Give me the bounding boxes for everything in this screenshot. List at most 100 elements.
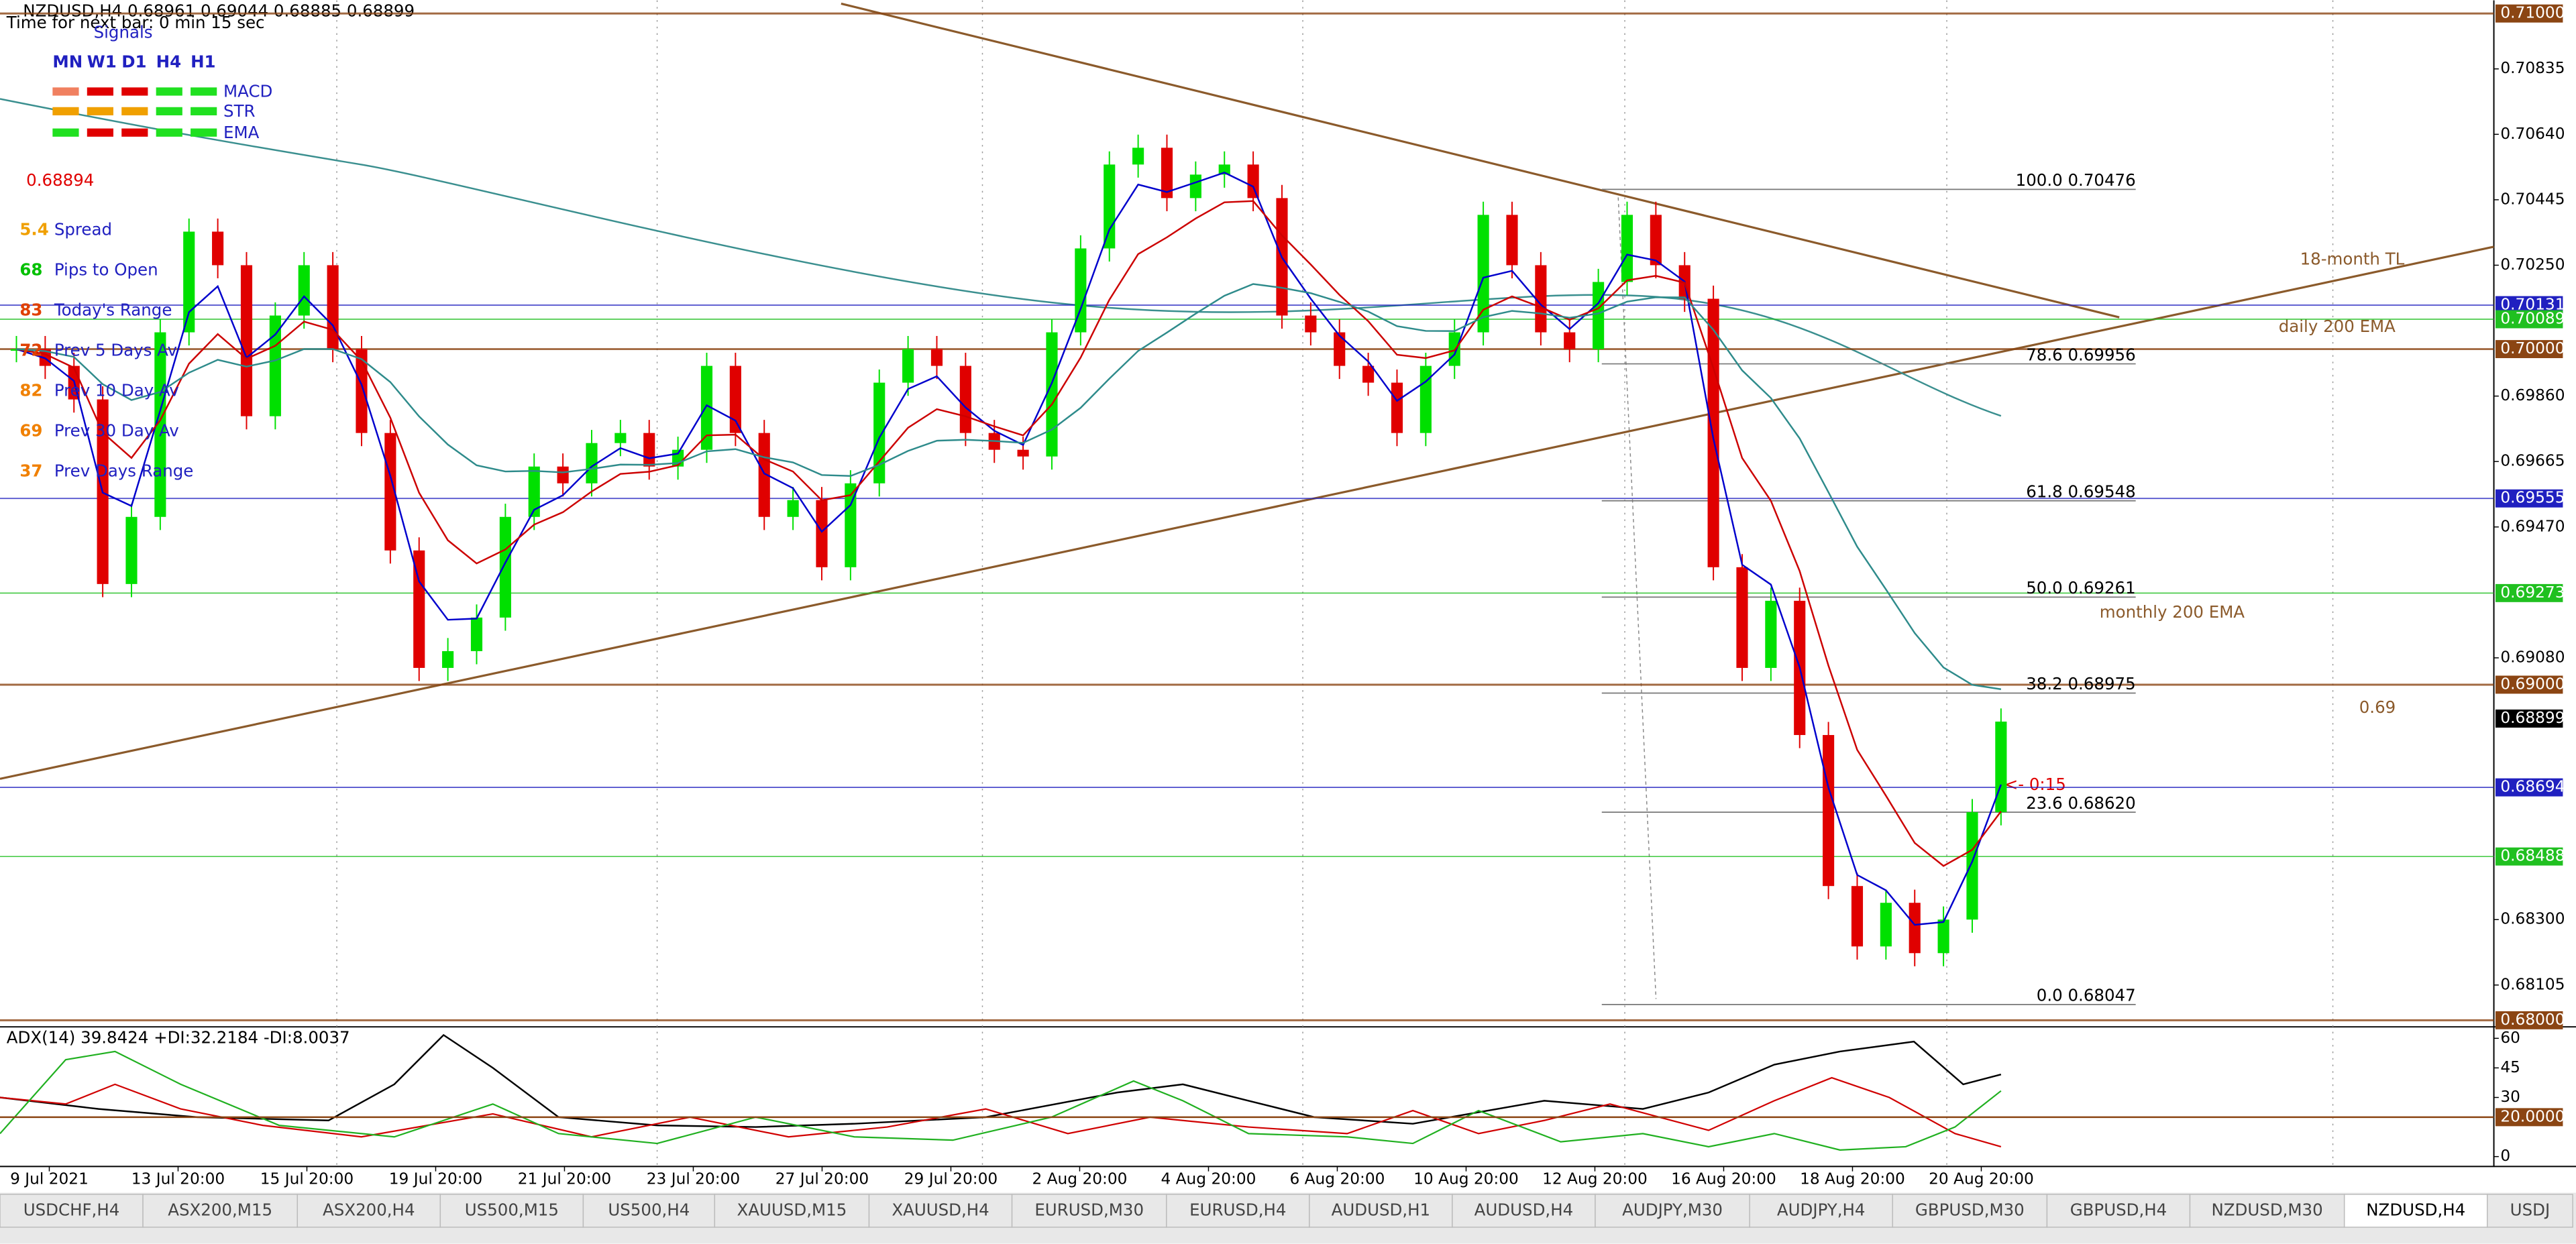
tab[interactable] (2343, 1194, 2488, 1228)
tab[interactable] (439, 1194, 584, 1228)
adx-label: 45 (2500, 1058, 2520, 1076)
candle (413, 550, 425, 668)
adx-label: 30 (2500, 1088, 2520, 1106)
tab[interactable] (142, 1194, 298, 1228)
candle (1995, 722, 2007, 813)
candle (1736, 567, 1748, 668)
candle (902, 349, 914, 383)
price-box (2496, 847, 2563, 866)
tab-label[interactable]: ASX200,H4 (323, 1200, 415, 1219)
candle (499, 516, 511, 618)
time-label: 27 Jul 20:00 (775, 1170, 869, 1188)
tab-label[interactable]: NZDUSD,H4 (2366, 1200, 2465, 1219)
candle (1621, 215, 1633, 282)
candle (959, 365, 971, 433)
tab-label[interactable]: NZDUSD,M30 (2211, 1200, 2322, 1219)
fib-anchor (1617, 197, 1657, 999)
tab-label[interactable]: EURUSD,M30 (1034, 1200, 1144, 1219)
price-label: 0.70445 (2500, 190, 2565, 208)
price-label: 0.70250 (2500, 256, 2565, 274)
tab-label[interactable]: EURUSD,H4 (1189, 1200, 1286, 1219)
stat-label: Spread (54, 219, 112, 239)
tab-label[interactable]: AUDUSD,H1 (1332, 1200, 1431, 1219)
tab[interactable] (1166, 1194, 1310, 1228)
signal (156, 128, 182, 137)
stat-label: Prev 10 Day Av (54, 380, 179, 400)
price-box (2496, 340, 2563, 359)
annotation: monthly 200 EMA (2100, 602, 2245, 622)
price-label: 0.68694 (2500, 778, 2565, 796)
price-label: 0.69000 (2500, 675, 2565, 693)
candle (269, 315, 281, 416)
indicator: EMA (223, 123, 260, 142)
tab-label[interactable]: XAUUSD,M15 (737, 1200, 847, 1219)
tab[interactable] (2189, 1194, 2345, 1228)
tab[interactable] (1595, 1194, 1750, 1228)
indicator: STR (223, 101, 255, 121)
signal (52, 128, 79, 137)
stat-label: Prev 5 Days Av (54, 340, 177, 359)
candle (1535, 265, 1547, 333)
candle (125, 516, 138, 584)
tab-label[interactable]: AUDJPY,H4 (1777, 1200, 1866, 1219)
moving-average (16, 200, 2002, 867)
tab-label[interactable]: USDJ (2510, 1200, 2551, 1219)
price-label: 0.68899 (2500, 709, 2565, 727)
moving-average (16, 283, 2002, 690)
timeframe: D1 (121, 52, 146, 72)
price-box (2496, 4, 2563, 23)
fib-label: 38.2 0.68975 (2026, 674, 2135, 693)
time-label: 16 Aug 20:00 (1671, 1170, 1776, 1188)
tab[interactable] (868, 1194, 1013, 1228)
indicator: MACD (223, 82, 272, 101)
candle (183, 231, 195, 333)
tab[interactable] (2487, 1194, 2573, 1228)
timeframe: H4 (156, 52, 182, 72)
tab[interactable] (1452, 1194, 1596, 1228)
candle (729, 365, 741, 433)
price-box (2496, 1011, 2563, 1029)
price-label: 0.69860 (2500, 386, 2565, 404)
fib-label: 0.0 0.68047 (2037, 986, 2136, 1005)
signal (191, 128, 217, 137)
tab[interactable] (1309, 1194, 1453, 1228)
tab-label[interactable]: GBPUSD,M30 (1915, 1200, 2025, 1219)
tab-label[interactable]: USDCHF,H4 (23, 1200, 120, 1219)
tab-label[interactable]: US500,M15 (465, 1200, 559, 1219)
stat-value: 82 (19, 380, 42, 400)
plus-di-line (0, 1050, 2002, 1151)
time-label: 10 Aug 20:00 (1413, 1170, 1519, 1188)
tab[interactable] (714, 1194, 870, 1228)
candle (384, 433, 396, 551)
tab[interactable] (1749, 1194, 1893, 1228)
stat-value: 83 (19, 300, 42, 319)
symbol-line: NZDUSD,H4 0.68961 0.69044 0.68885 0.6889… (23, 1, 415, 21)
tab-label[interactable]: ASX200,M15 (168, 1200, 272, 1219)
adx-label: 0 (2500, 1147, 2510, 1165)
timer: Time for next bar: 0 min 15 sec (6, 13, 265, 32)
time-label: 15 Jul 20:00 (260, 1170, 354, 1188)
fib-label: 61.8 0.69548 (2026, 482, 2135, 502)
tab[interactable] (582, 1194, 716, 1228)
candle (1046, 332, 1058, 457)
timeframe: MN (52, 52, 83, 72)
tab-label[interactable]: XAUUSD,H4 (892, 1200, 989, 1219)
candle (528, 466, 540, 517)
candle (1765, 600, 1777, 668)
time-label: 23 Jul 20:00 (647, 1170, 740, 1188)
time-label: 2 Aug 20:00 (1032, 1170, 1127, 1188)
adx-line (0, 1033, 2002, 1128)
tab-label[interactable]: AUDJPY,M30 (1622, 1200, 1723, 1219)
time-label: 9 Jul 2021 (10, 1170, 89, 1188)
price-label: 0.69555 (2500, 489, 2565, 507)
candle (1564, 332, 1576, 349)
tab-label[interactable]: AUDUSD,H4 (1474, 1200, 1574, 1219)
time-label: 29 Jul 20:00 (904, 1170, 998, 1188)
time-label: 6 Aug 20:00 (1289, 1170, 1385, 1188)
tab[interactable] (297, 1194, 441, 1228)
tab-label[interactable]: GBPUSD,H4 (2070, 1200, 2167, 1219)
tab[interactable] (2046, 1194, 2191, 1228)
tab-label[interactable]: US500,H4 (608, 1200, 690, 1219)
signal (191, 107, 217, 115)
